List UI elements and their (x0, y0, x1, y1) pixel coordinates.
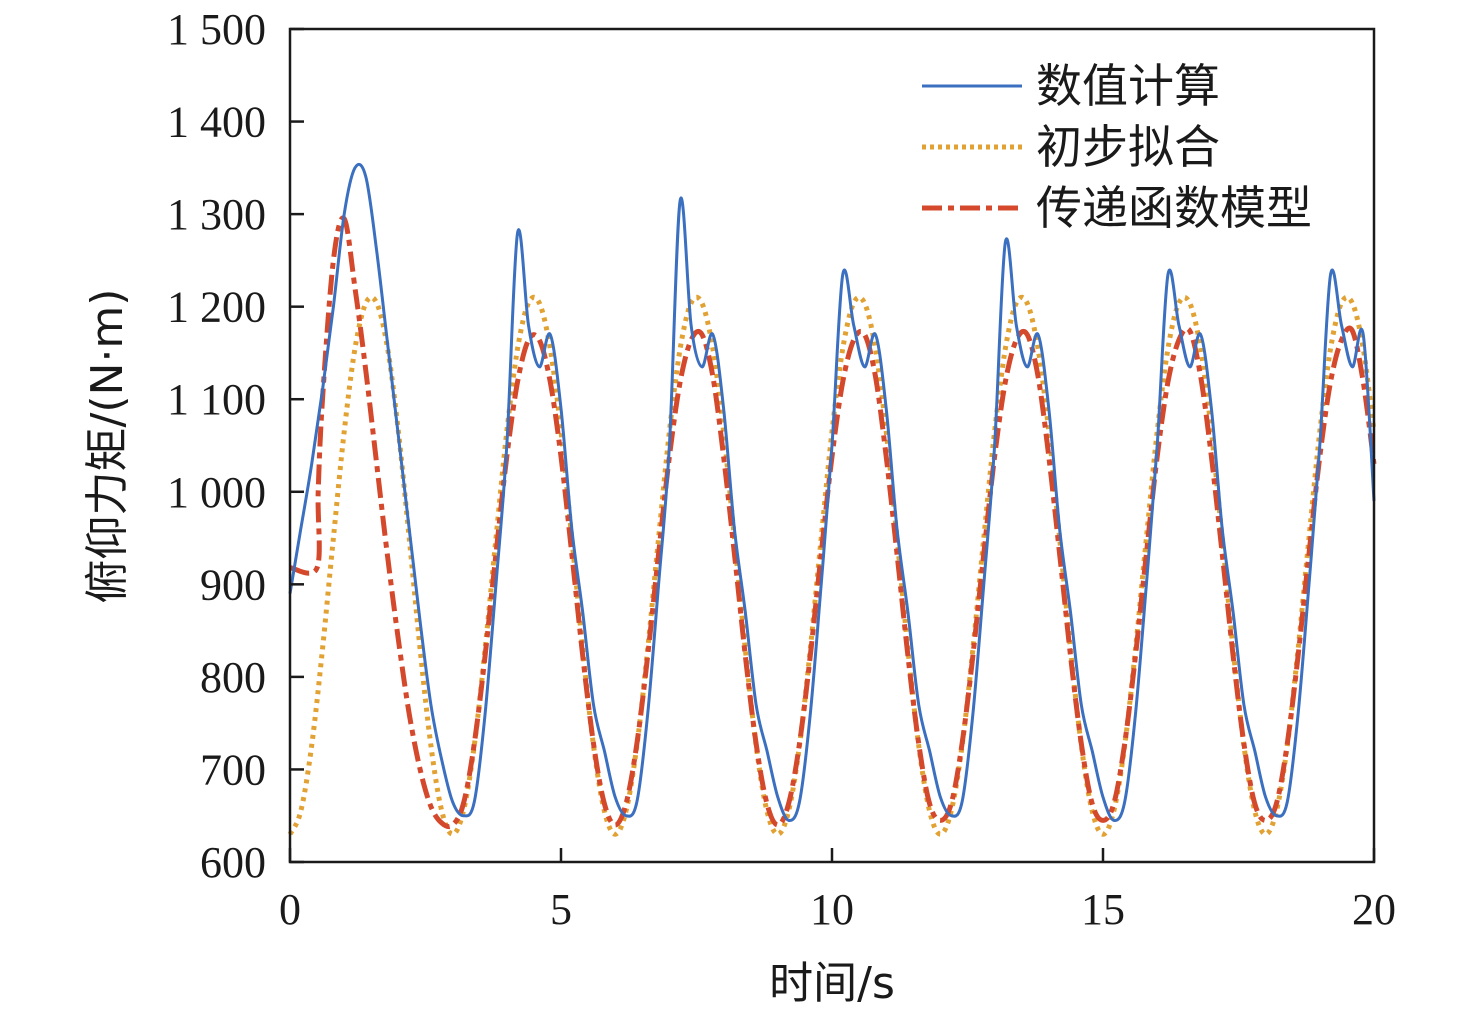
legend-item-transfer-model: 传递函数模型 (922, 181, 1312, 235)
series-transfer-model (289, 215, 1377, 830)
legend-label-initial-fit: 初步拟合 (1036, 120, 1220, 174)
legend-label-numerical: 数值计算 (1036, 59, 1220, 113)
y-tick-label: 600 (200, 838, 266, 887)
x-axis-title: 时间/s (769, 958, 895, 1009)
y-tick-label: 800 (200, 653, 266, 702)
x-tick-label: 10 (810, 885, 854, 934)
legend-label-transfer-model: 传递函数模型 (1036, 181, 1312, 235)
x-tick-label: 5 (550, 885, 572, 934)
y-tick-label: 1 100 (167, 375, 266, 424)
y-tick-label: 1 200 (167, 283, 266, 332)
x-tick-label: 15 (1081, 885, 1125, 934)
legend-item-initial-fit: 初步拟合 (922, 120, 1220, 174)
y-axis: 600 700 800 900 1 000 1 100 1 200 1 300 1 400 1 5… (167, 5, 304, 887)
y-tick-label: 1 400 (167, 98, 266, 147)
y-tick-label: 700 (200, 745, 266, 794)
y-tick-label: 1 500 (167, 5, 266, 54)
y-tick-label: 900 (200, 560, 266, 609)
y-tick-label: 1 300 (167, 190, 266, 239)
legend: 数值计算 初步拟合 传递函数模型 (922, 59, 1312, 235)
series-layer (287, 162, 1377, 837)
x-axis: 0 5 10 15 20 (279, 848, 1396, 934)
y-tick-label: 1 000 (167, 468, 266, 517)
y-axis-title: 俯仰力矩/(N·m) (82, 289, 133, 604)
x-tick-label: 0 (279, 885, 301, 934)
x-tick-label: 20 (1352, 885, 1396, 934)
series-initial-fit (287, 294, 1377, 837)
series-numerical (288, 162, 1376, 823)
legend-item-numerical: 数值计算 (922, 59, 1220, 113)
